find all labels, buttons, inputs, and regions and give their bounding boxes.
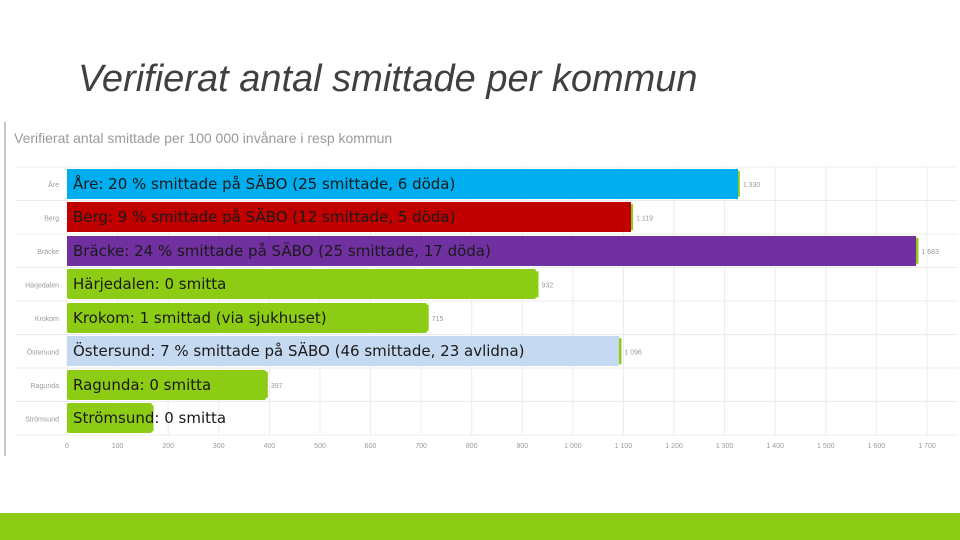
x-tick-label: 1 000 <box>564 443 582 450</box>
x-tick-label: 900 <box>516 443 528 450</box>
category-label: Härjedalen <box>25 282 59 289</box>
callout-box: Strömsund: 0 smitta <box>67 403 226 434</box>
value-label: 1 683 <box>921 249 939 256</box>
bottom-accent-bar <box>0 513 960 540</box>
callout-box: Bräcke: 24 % smittade på SÄBO (25 smitta… <box>67 235 917 266</box>
category-label: Ragunda <box>31 383 60 390</box>
x-tick-label: 1 700 <box>918 443 936 450</box>
value-label: 715 <box>432 316 444 323</box>
value-label: 1 119 <box>636 215 653 222</box>
x-tick-label: 0 <box>65 443 69 450</box>
value-label: 397 <box>271 383 283 390</box>
x-tick-label: 600 <box>365 443 377 450</box>
x-tick-label: 1 300 <box>716 443 734 450</box>
x-tick-label: 500 <box>314 443 326 450</box>
x-tick-label: 200 <box>162 443 174 450</box>
x-tick-label: 800 <box>466 443 478 450</box>
value-label: 1 330 <box>743 182 761 189</box>
x-tick-label: 1 100 <box>615 443 633 450</box>
category-label: Krokom <box>35 316 59 323</box>
callout-box: Berg: 9 % smittade på SÄBO (12 smittade,… <box>67 202 632 233</box>
x-tick-label: 100 <box>112 443 124 450</box>
x-tick-label: 700 <box>415 443 427 450</box>
category-label: Östersund <box>27 348 59 356</box>
chart-title: Verifierat antal smittade per 100 000 in… <box>14 130 393 146</box>
slide-title: Verifierat antal smittade per kommun <box>78 58 698 100</box>
callout-box: Östersund: 7 % smittade på SÄBO (46 smit… <box>67 336 620 367</box>
x-tick-label: 1 500 <box>817 443 835 450</box>
x-tick-label: 1 400 <box>766 443 784 450</box>
category-label: Bräcke <box>37 249 59 256</box>
category-label: Berg <box>44 215 59 222</box>
x-tick-label: 300 <box>213 443 225 450</box>
x-tick-label: 400 <box>264 443 276 450</box>
category-label: Strömsund <box>25 416 59 423</box>
x-tick-label: 1 200 <box>665 443 683 450</box>
callout-box: Härjedalen: 0 smitta <box>67 269 537 300</box>
value-label: 1 096 <box>624 349 642 356</box>
callout-box: Åre: 20 % smittade på SÄBO (25 smittade,… <box>67 168 738 199</box>
x-tick-label: 1 600 <box>868 443 886 450</box>
value-label: 932 <box>541 282 553 289</box>
category-label: Åre <box>48 180 59 189</box>
callout-box: Krokom: 1 smittad (via sjukhuset) <box>67 302 427 333</box>
callout-box: Ragunda: 0 smitta <box>67 369 266 400</box>
